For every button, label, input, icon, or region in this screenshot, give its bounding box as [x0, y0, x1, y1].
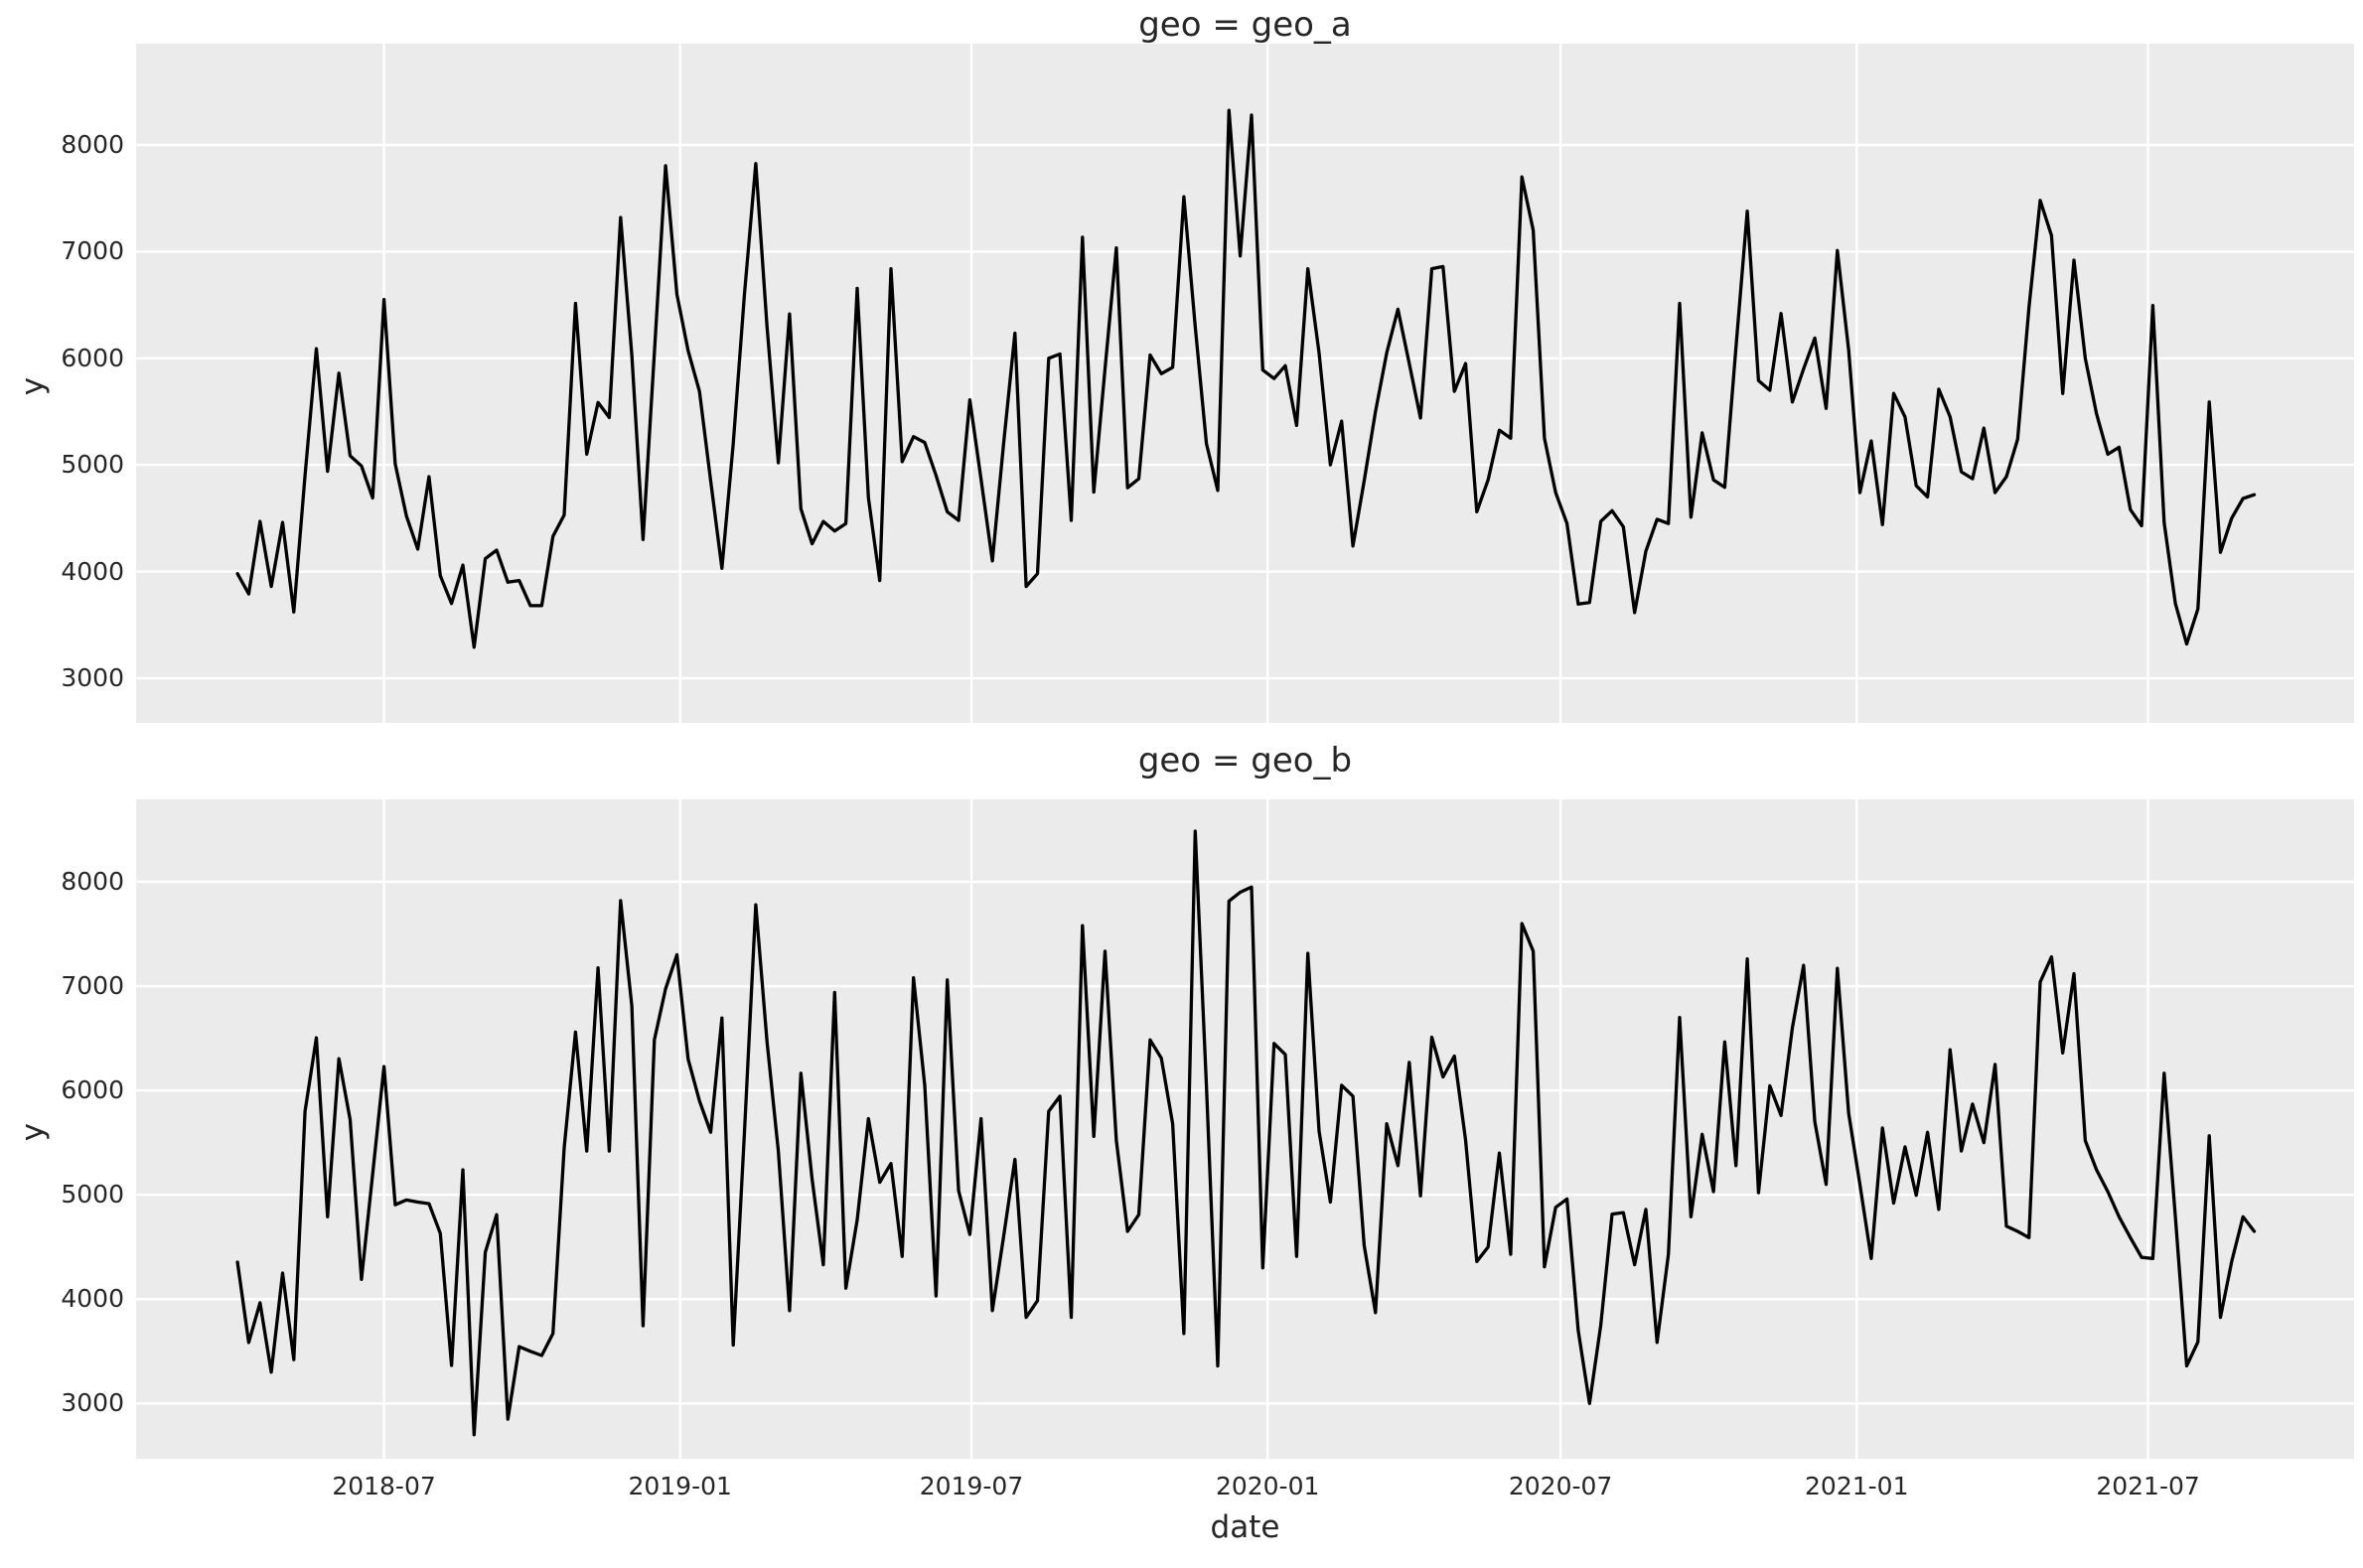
- x-axis-label: date: [1210, 1509, 1280, 1545]
- y-tick-label: 5000: [61, 1180, 124, 1210]
- facet-title-geo-a: geo = geo_a: [1138, 5, 1352, 45]
- x-tick-label: 2020-07: [1508, 1472, 1613, 1500]
- x-tick-label: 2019-01: [628, 1472, 732, 1500]
- series-line-geo-a: [235, 108, 2257, 649]
- x-tick-label: 2019-07: [919, 1472, 1024, 1500]
- facet-geo-a-panel: [136, 44, 2354, 723]
- y-tick-label: 8000: [61, 867, 124, 896]
- facet-geo-a-line-chart: [136, 44, 2354, 723]
- y-tick-label: 4000: [61, 1284, 124, 1314]
- facet-geo-b-line-chart: [136, 799, 2354, 1459]
- y-tick-label: 6000: [61, 1075, 124, 1105]
- x-tick-label: 2021-07: [2096, 1472, 2200, 1500]
- facet-title-geo-b: geo = geo_b: [1137, 741, 1353, 781]
- x-tick-label: 2020-01: [1215, 1472, 1320, 1500]
- y-tick-label: 5000: [61, 450, 124, 480]
- y-tick-label: 7000: [61, 971, 124, 1001]
- y-tick-label: 3000: [61, 1388, 124, 1418]
- y-axis-label-bottom: y: [15, 1122, 51, 1142]
- x-tick-label: 2018-07: [332, 1472, 436, 1500]
- series-line-geo-b: [235, 829, 2257, 1437]
- y-tick-label: 8000: [61, 130, 124, 159]
- x-tick-label: 2021-01: [1805, 1472, 1909, 1500]
- y-tick-label: 3000: [61, 662, 124, 692]
- y-tick-label: 7000: [61, 236, 124, 266]
- y-tick-label: 4000: [61, 556, 124, 586]
- y-tick-label: 6000: [61, 343, 124, 372]
